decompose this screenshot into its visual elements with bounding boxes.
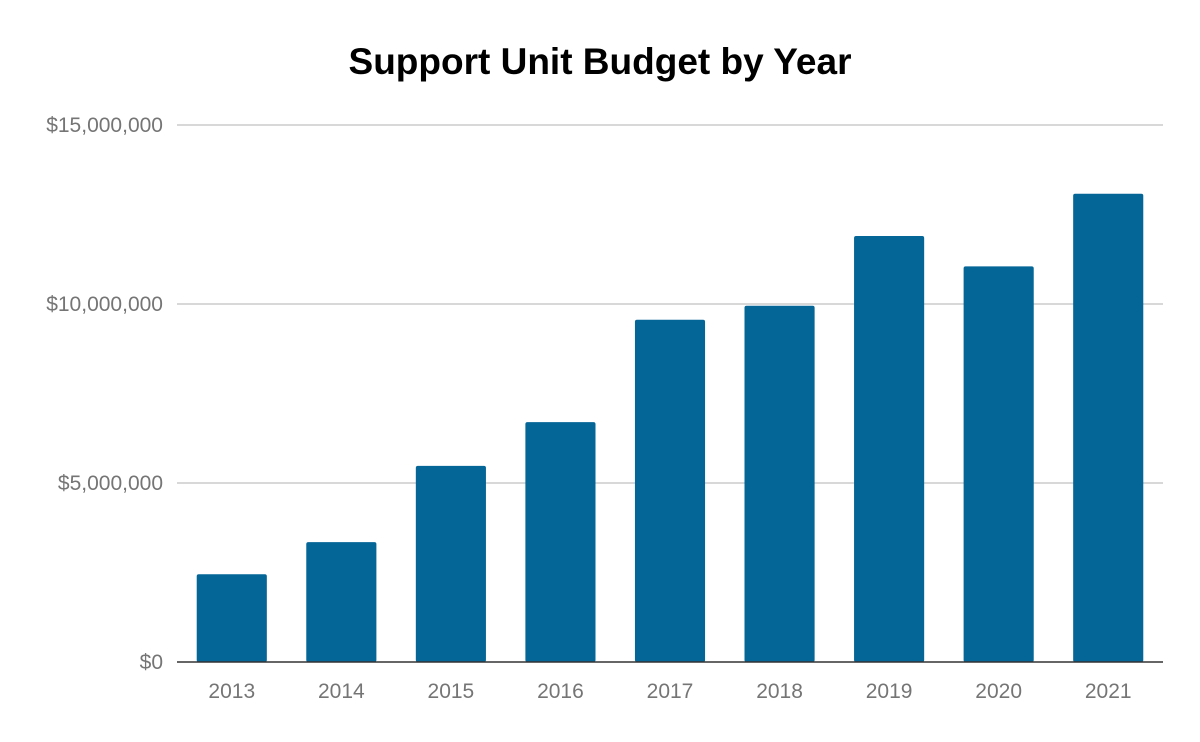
- x-tick-label: 2016: [537, 680, 584, 703]
- bars: [196, 193, 1144, 663]
- bar-2018: [744, 305, 815, 662]
- chart-title: Support Unit Budget by Year: [349, 41, 852, 82]
- bar-2017: [634, 319, 706, 662]
- x-tick-label: 2017: [647, 680, 694, 703]
- x-tick-label: 2018: [756, 680, 803, 703]
- bar-2013: [196, 574, 267, 662]
- x-tick-label: 2014: [318, 680, 365, 703]
- bar-2014: [306, 542, 377, 662]
- y-tick-label: $5,000,000: [58, 472, 163, 495]
- y-tick-label: $10,000,000: [46, 293, 163, 316]
- y-axis-tick-labels: $0 $5,000,000 $10,000,000 $15,000,000: [46, 114, 163, 674]
- x-axis-tick-labels: 2013 2014 2015 2016 2017 2018 2019 2020 2021: [208, 680, 1131, 703]
- x-tick-label: 2021: [1085, 680, 1132, 703]
- y-tick-label: $15,000,000: [46, 114, 163, 137]
- y-tick-label: $0: [140, 651, 163, 674]
- x-tick-label: 2015: [428, 680, 475, 703]
- x-tick-label: 2020: [975, 680, 1022, 703]
- bar-2019: [854, 235, 925, 663]
- bar-2015: [415, 465, 486, 662]
- bar-2021: [1073, 193, 1144, 662]
- bar-2020: [963, 266, 1034, 662]
- x-tick-label: 2013: [208, 680, 255, 703]
- x-tick-label: 2019: [866, 680, 913, 703]
- bar-2016: [525, 422, 596, 662]
